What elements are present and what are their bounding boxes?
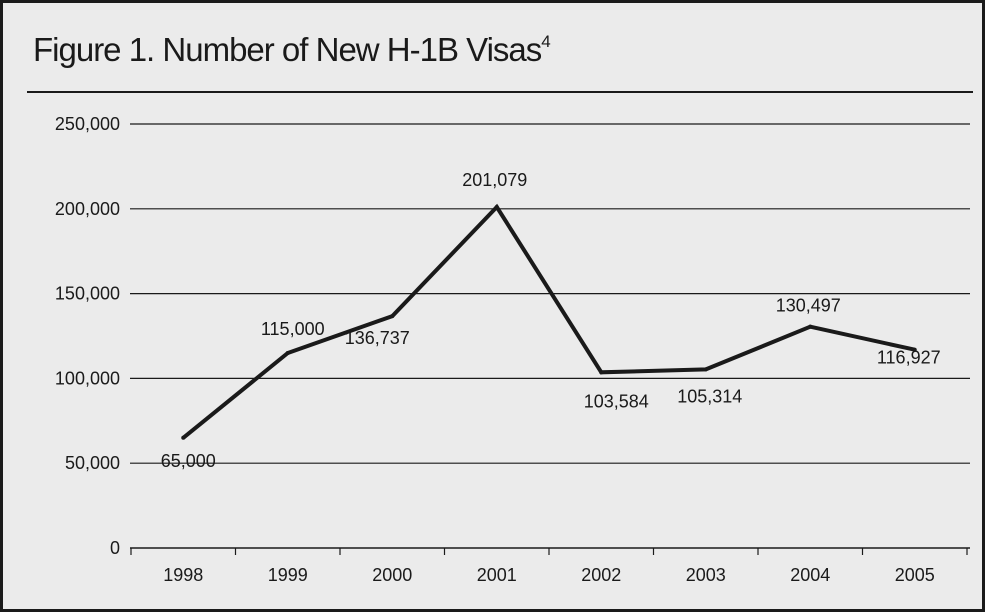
data-label: 103,584 xyxy=(584,391,649,411)
data-point xyxy=(390,314,395,319)
data-label: 116,927 xyxy=(877,348,941,368)
title-divider xyxy=(27,91,973,93)
data-label: 105,314 xyxy=(677,386,742,406)
x-tick-label: 2000 xyxy=(372,565,412,585)
data-point xyxy=(703,367,708,372)
data-point xyxy=(599,370,604,375)
y-tick-label: 0 xyxy=(110,538,120,558)
data-point xyxy=(494,204,499,209)
data-label: 130,497 xyxy=(776,296,841,316)
y-tick-label: 150,000 xyxy=(55,284,120,304)
data-label: 136,737 xyxy=(345,328,410,348)
data-label: 65,000 xyxy=(161,451,216,471)
x-tick-label: 2001 xyxy=(477,565,517,585)
x-tick-label: 2002 xyxy=(581,565,621,585)
data-point xyxy=(181,435,186,440)
data-point xyxy=(808,324,813,329)
chart-title-footnote-marker: 4 xyxy=(541,32,551,51)
chart-title: Figure 1. Number of New H-1B Visas4 xyxy=(33,31,551,69)
x-tick-label: 2003 xyxy=(686,565,726,585)
data-label: 115,000 xyxy=(261,319,325,339)
data-label: 201,079 xyxy=(462,170,527,190)
y-tick-label: 250,000 xyxy=(55,114,120,134)
y-tick-label: 100,000 xyxy=(55,368,120,388)
y-tick-label: 50,000 xyxy=(65,453,120,473)
x-tick-label: 1999 xyxy=(268,565,308,585)
chart-title-text: Figure 1. Number of New H-1B Visas xyxy=(33,31,542,68)
x-tick-label: 2004 xyxy=(790,565,830,585)
y-tick-label: 200,000 xyxy=(55,199,120,219)
x-tick-label: 1998 xyxy=(163,565,203,585)
data-point xyxy=(912,347,917,352)
x-tick-label: 2005 xyxy=(895,565,935,585)
data-point xyxy=(285,350,290,355)
series-line xyxy=(182,203,916,440)
